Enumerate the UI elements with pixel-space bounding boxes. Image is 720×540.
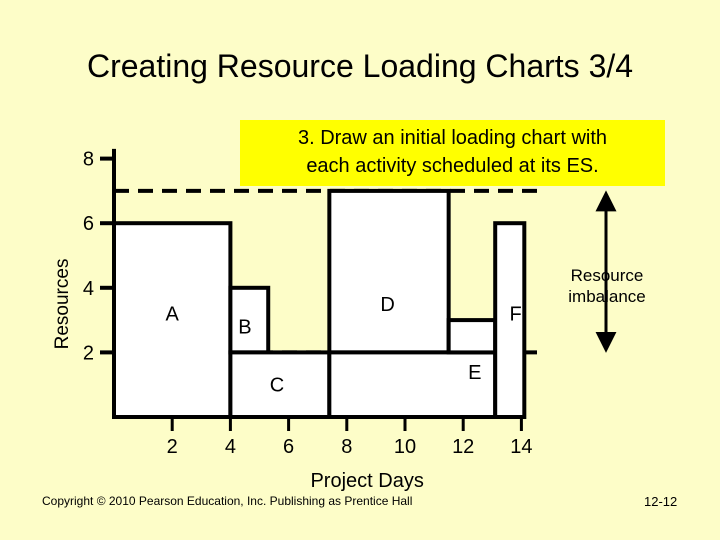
x-tick-label-6: 6 xyxy=(283,436,294,458)
callout-line-1: 3. Draw an initial loading chart with xyxy=(297,127,608,149)
y-tick-label-2: 2 xyxy=(83,342,94,364)
x-tick-label-12: 12 xyxy=(452,436,474,458)
y-tick-label-4: 4 xyxy=(83,278,94,300)
x-axis-label: Project Days xyxy=(310,470,423,492)
x-tick-label-8: 8 xyxy=(341,436,352,458)
slide-title: Creating Resource Loading Charts 3/4 xyxy=(86,48,634,84)
imbalance-label-line-2: imbalance xyxy=(568,287,646,306)
instruction-callout: 3. Draw an initial loading chart with ea… xyxy=(240,120,665,186)
activity-box-d-3 xyxy=(327,188,451,355)
activity-box-f-6 xyxy=(493,221,527,419)
activity-label-e: E xyxy=(468,362,481,384)
activity-label-d: D xyxy=(380,294,394,316)
activity-box-f-5 xyxy=(446,318,498,355)
activity-box-e-4 xyxy=(327,350,498,419)
y-axis-label: Resources xyxy=(52,259,73,350)
page-number: 12-12 xyxy=(644,494,678,509)
activity-label-f: F xyxy=(509,304,521,326)
activity-label-a: A xyxy=(166,304,180,326)
callout-line-2: each activity scheduled at its ES. xyxy=(306,155,599,177)
activity-label-b: B xyxy=(238,317,251,339)
y-tick-label-8: 8 xyxy=(83,149,94,171)
activity-box-a-0 xyxy=(112,221,233,419)
y-tick-label-6: 6 xyxy=(83,213,94,235)
x-tick-label-14: 14 xyxy=(510,436,532,458)
activity-box-c-2 xyxy=(228,350,332,419)
x-tick-label-10: 10 xyxy=(394,436,416,458)
activity-box-b-1 xyxy=(228,285,271,355)
copyright-notice: Copyright © 2010 Pearson Education, Inc.… xyxy=(42,494,413,508)
imbalance-label-line-1: Resource xyxy=(571,266,644,285)
x-tick-label-4: 4 xyxy=(225,436,236,458)
x-tick-label-2: 2 xyxy=(167,436,178,458)
activity-label-c: C xyxy=(270,375,284,397)
